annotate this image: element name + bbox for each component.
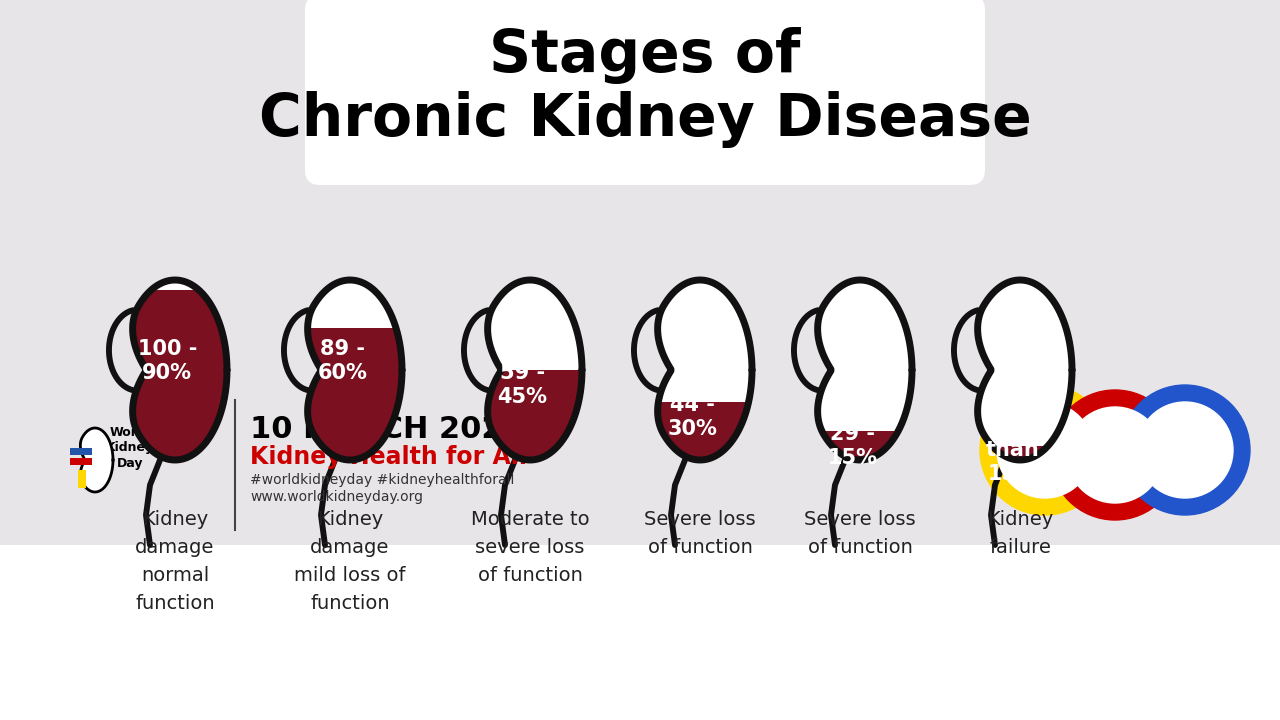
- Bar: [78, 470, 86, 488]
- Circle shape: [1137, 402, 1233, 498]
- Text: less
than
15%: less than 15%: [986, 416, 1039, 484]
- Bar: [803, 431, 916, 465]
- Bar: [0, 545, 1280, 720]
- Text: 89 -
60%: 89 - 60%: [317, 339, 367, 383]
- Text: Chronic Kidney Disease: Chronic Kidney Disease: [259, 91, 1032, 148]
- Text: 44 -
30%: 44 - 30%: [667, 395, 717, 439]
- Bar: [643, 402, 756, 465]
- Circle shape: [980, 385, 1110, 515]
- Text: 59 -
45%: 59 - 45%: [497, 363, 548, 407]
- Text: Kidney
damage
mild loss of
function: Kidney damage mild loss of function: [294, 510, 406, 613]
- Circle shape: [997, 402, 1093, 498]
- Polygon shape: [954, 310, 978, 390]
- Bar: [963, 446, 1076, 465]
- Polygon shape: [658, 280, 753, 460]
- Text: Severe loss
of function: Severe loss of function: [804, 510, 915, 557]
- Bar: [118, 290, 232, 465]
- Text: www.worldkidneyday.org: www.worldkidneyday.org: [250, 490, 422, 504]
- Text: 100 -
90%: 100 - 90%: [137, 339, 197, 383]
- Circle shape: [1120, 385, 1251, 515]
- Circle shape: [1050, 390, 1180, 520]
- Bar: [474, 370, 588, 465]
- Polygon shape: [978, 280, 1073, 460]
- Polygon shape: [109, 310, 133, 390]
- Polygon shape: [81, 428, 113, 492]
- Polygon shape: [488, 280, 582, 460]
- Text: Moderate to
severe loss
of function: Moderate to severe loss of function: [471, 510, 589, 585]
- Text: Kidney
damage
normal
function: Kidney damage normal function: [136, 510, 215, 613]
- Polygon shape: [133, 280, 227, 460]
- Bar: [70, 448, 92, 455]
- Text: Kidney
failure: Kidney failure: [987, 510, 1053, 557]
- Text: 29 -
15%: 29 - 15%: [827, 424, 877, 468]
- Polygon shape: [307, 280, 402, 460]
- Text: World
Kidney
Day: World Kidney Day: [106, 426, 154, 469]
- Circle shape: [1068, 407, 1164, 503]
- Polygon shape: [284, 310, 308, 390]
- Polygon shape: [634, 310, 658, 390]
- Text: #worldkidneyday #kidneyhealthforall: #worldkidneyday #kidneyhealthforall: [250, 473, 515, 487]
- Bar: [70, 458, 92, 465]
- Text: Stages of: Stages of: [489, 27, 801, 84]
- Bar: [293, 328, 407, 465]
- Text: Severe loss
of function: Severe loss of function: [644, 510, 755, 557]
- Polygon shape: [818, 280, 911, 460]
- Polygon shape: [794, 310, 818, 390]
- Text: Kidney Health for All: Kidney Health for All: [250, 445, 527, 469]
- Text: 10 MARCH 2022: 10 MARCH 2022: [250, 415, 524, 444]
- Polygon shape: [463, 310, 488, 390]
- FancyBboxPatch shape: [305, 0, 986, 185]
